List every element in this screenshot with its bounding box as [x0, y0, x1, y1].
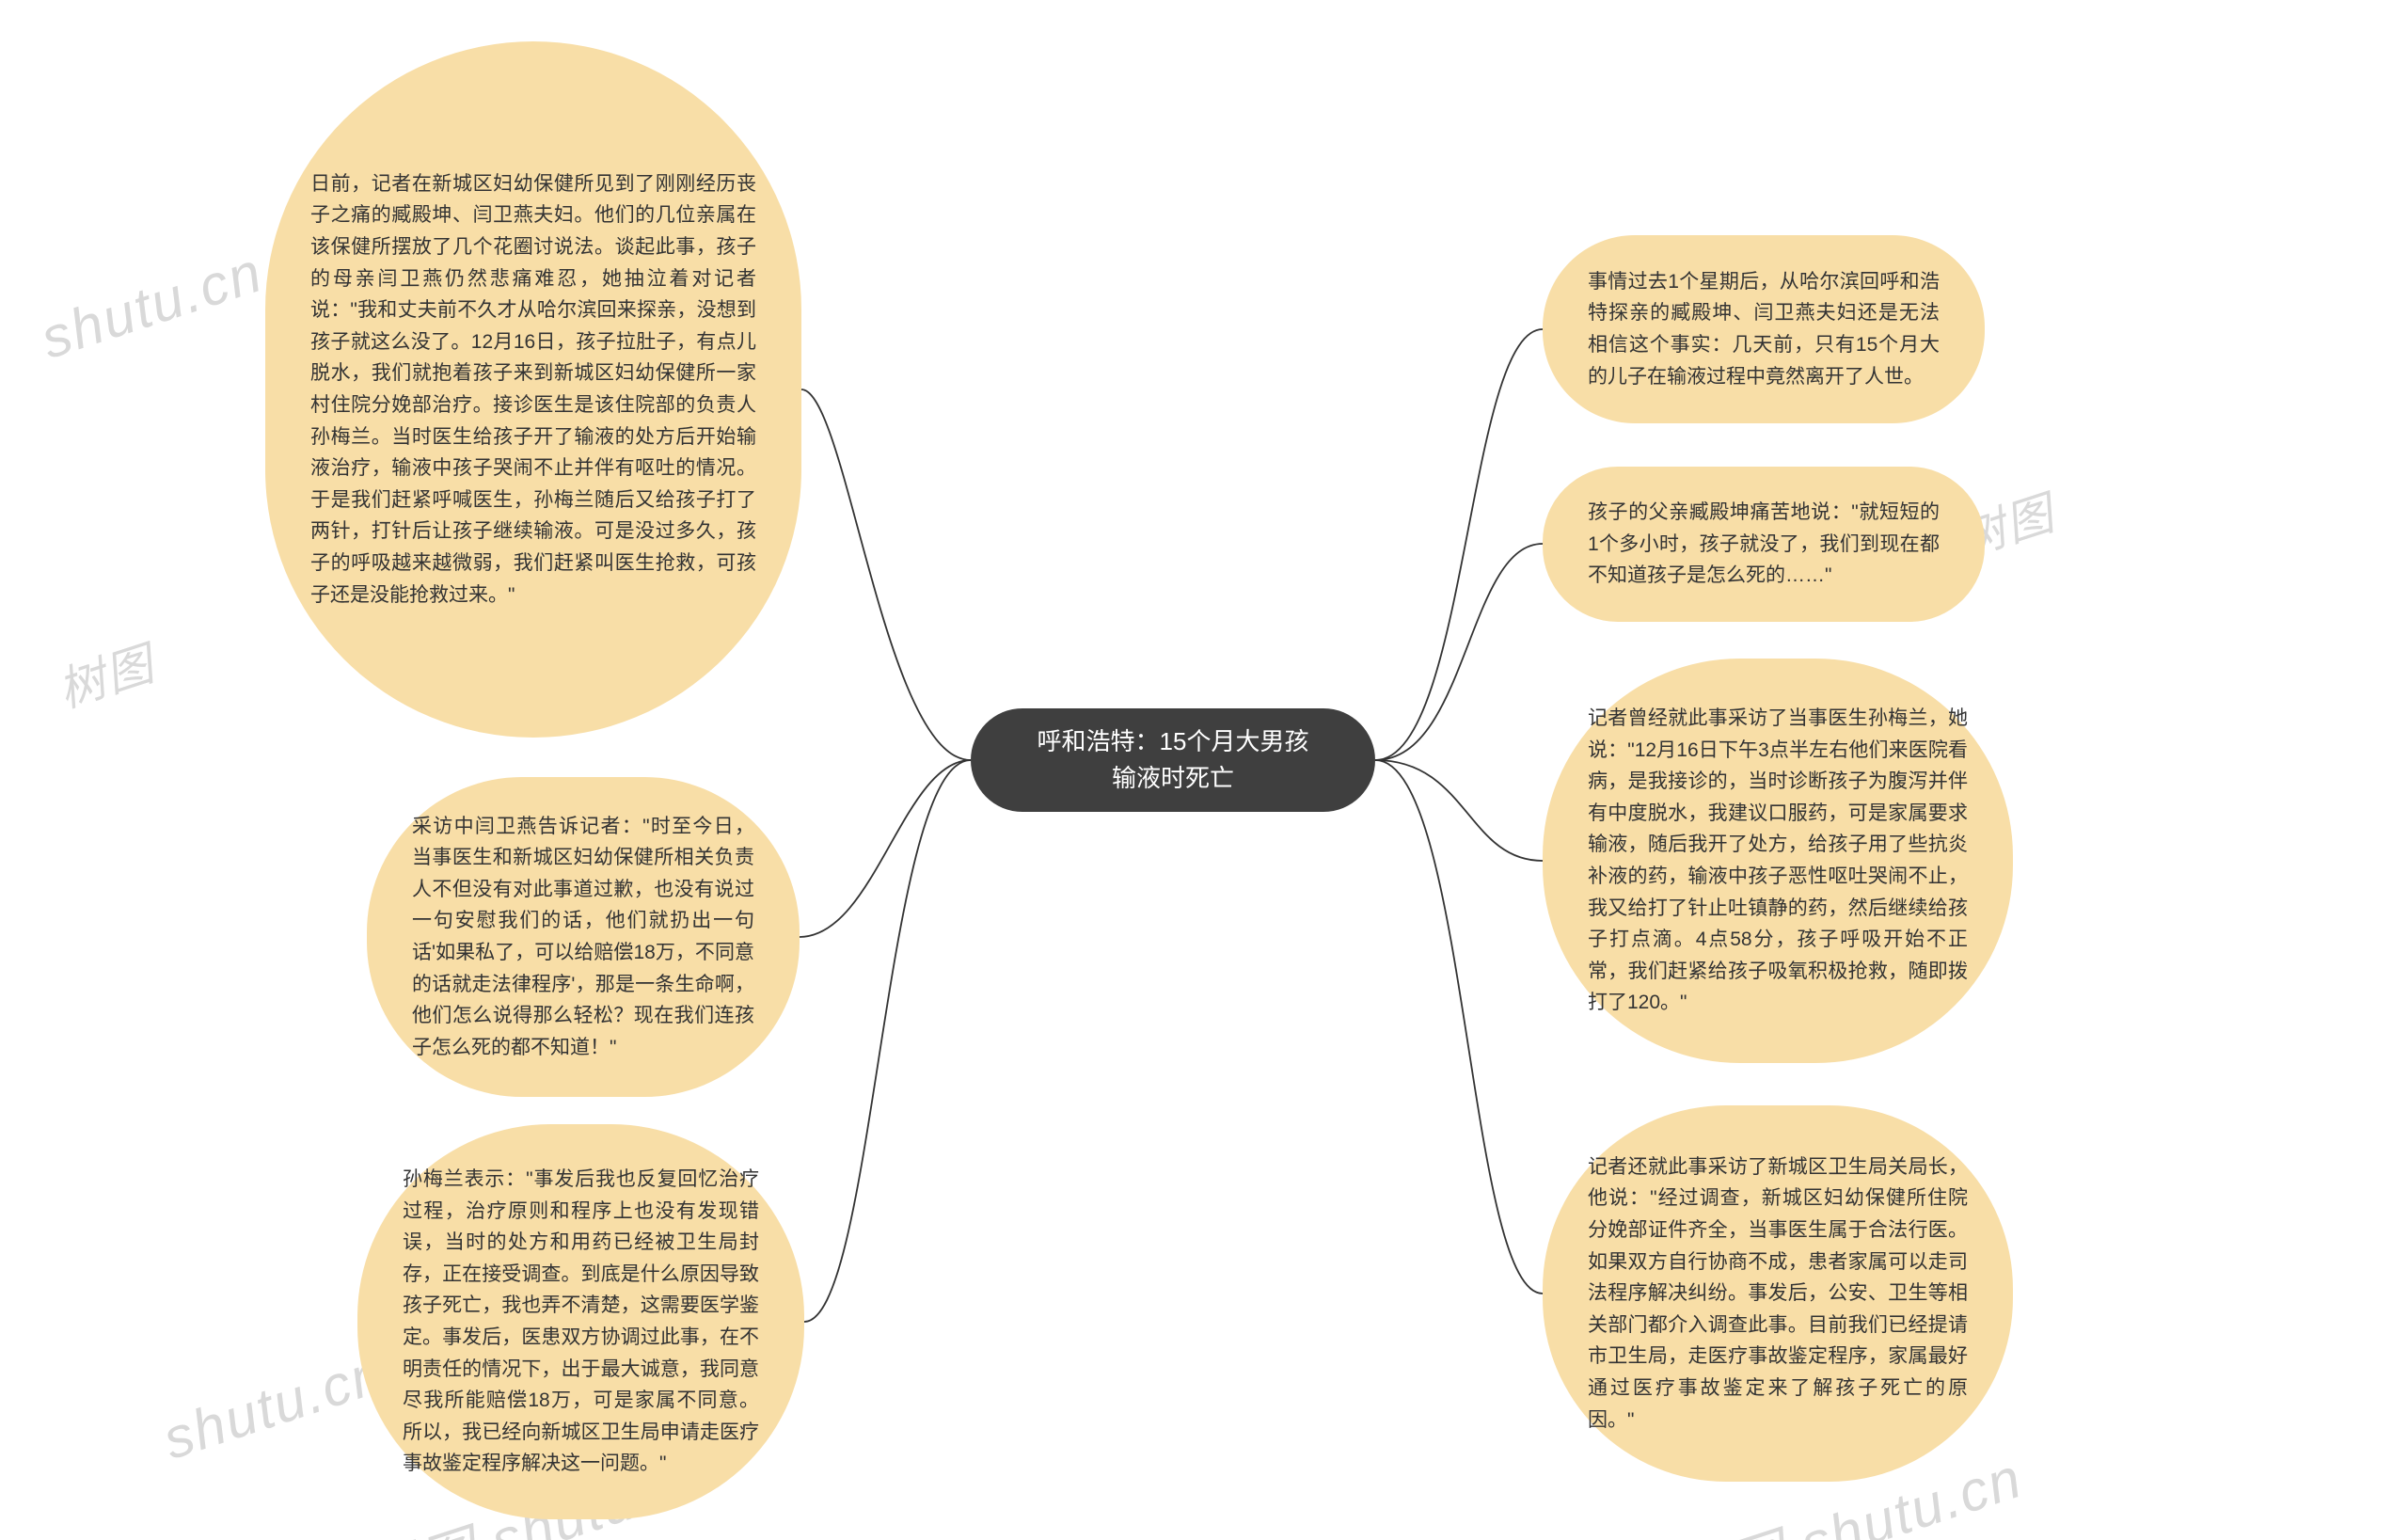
connector-path [1375, 760, 1543, 861]
branch-right-4[interactable]: 记者还就此事采访了新城区卫生局关局长，他说："经过调查，新城区妇幼保健所住院分娩… [1543, 1105, 2013, 1482]
branch-right-1[interactable]: 事情过去1个星期后，从哈尔滨回呼和浩特探亲的臧殿坤、闫卫燕夫妇还是无法相信这个事… [1543, 235, 1985, 423]
watermark-text: shutu.cn [155, 1340, 392, 1472]
branch-text: 事情过去1个星期后，从哈尔滨回呼和浩特探亲的臧殿坤、闫卫燕夫妇还是无法相信这个事… [1588, 266, 1940, 392]
branch-left-3[interactable]: 孙梅兰表示："事发后我也反复回忆治疗过程，治疗原则和程序上也没有发现错误，当时的… [357, 1124, 804, 1519]
branch-left-1[interactable]: 日前，记者在新城区妇幼保健所见到了刚刚经历丧子之痛的臧殿坤、闫卫燕夫妇。他们的几… [265, 41, 801, 738]
connector-path [801, 389, 971, 760]
watermark-text: 树图 [48, 627, 162, 722]
center-topic-text: 呼和浩特：15个月大男孩 输液时死亡 [1038, 723, 1309, 797]
connector-path [1375, 329, 1543, 760]
connector-path [804, 760, 971, 1322]
branch-text: 记者还就此事采访了新城区卫生局关局长，他说："经过调查，新城区妇幼保健所住院分娩… [1588, 1151, 1968, 1436]
connector-path [1375, 760, 1543, 1294]
branch-left-2[interactable]: 采访中闫卫燕告诉记者："时至今日，当事医生和新城区妇幼保健所相关负责人不但没有对… [367, 777, 800, 1097]
connector-path [800, 760, 971, 937]
branch-right-2[interactable]: 孩子的父亲臧殿坤痛苦地说："就短短的1个多小时，孩子就没了，我们到现在都不知道孩… [1543, 467, 1985, 622]
branch-right-3[interactable]: 记者曾经就此事采访了当事医生孙梅兰，她说："12月16日下午3点半左右他们来医院… [1543, 659, 2013, 1063]
branch-text: 记者曾经就此事采访了当事医生孙梅兰，她说："12月16日下午3点半左右他们来医院… [1588, 703, 1968, 1019]
connector-path [1375, 544, 1543, 760]
branch-text: 日前，记者在新城区妇幼保健所见到了刚刚经历丧子之痛的臧殿坤、闫卫燕夫妇。他们的几… [310, 168, 756, 611]
watermark-text: shutu.cn [33, 239, 270, 372]
branch-text: 孩子的父亲臧殿坤痛苦地说："就短短的1个多小时，孩子就没了，我们到现在都不知道孩… [1588, 497, 1940, 592]
branch-text: 孙梅兰表示："事发后我也反复回忆治疗过程，治疗原则和程序上也没有发现错误，当时的… [403, 1164, 759, 1480]
center-topic[interactable]: 呼和浩特：15个月大男孩 输液时死亡 [971, 708, 1375, 812]
branch-text: 采访中闫卫燕告诉记者："时至今日，当事医生和新城区妇幼保健所相关负责人不但没有对… [412, 811, 754, 1064]
